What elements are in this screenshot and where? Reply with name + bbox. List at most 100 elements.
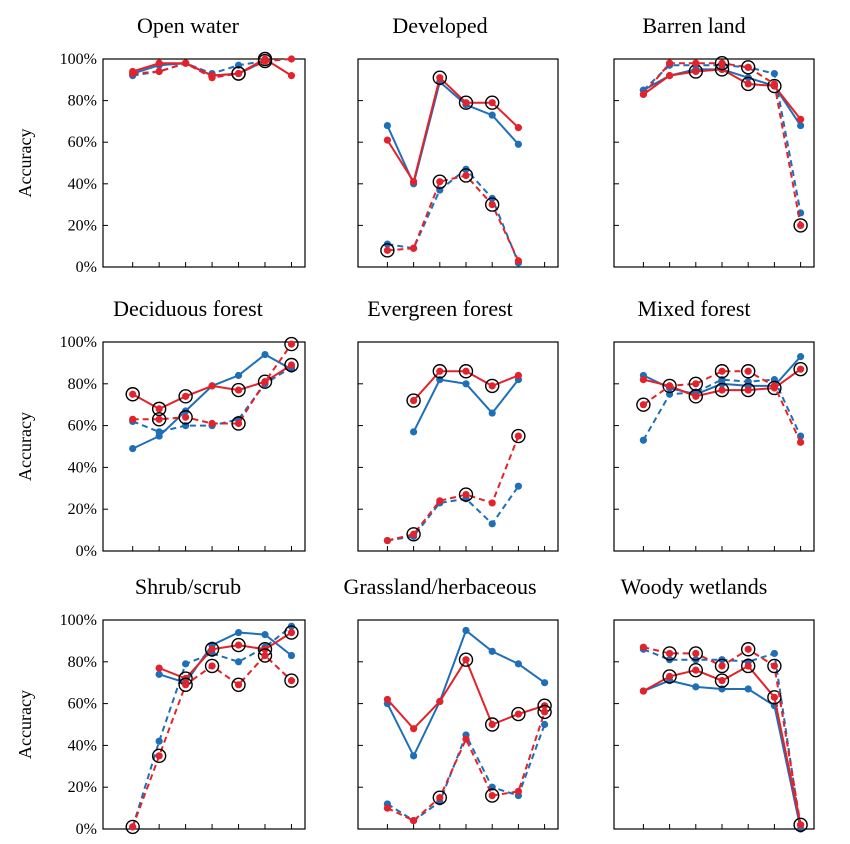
data-point <box>208 662 216 670</box>
data-point <box>514 710 523 718</box>
data-point <box>155 737 163 745</box>
data-point <box>744 685 752 693</box>
series-red-dashed <box>639 642 805 829</box>
data-point <box>462 171 470 180</box>
y-tick-label: 60% <box>68 134 97 151</box>
highlight-ring <box>406 527 421 542</box>
data-point <box>797 121 805 130</box>
y-axis-label: Accuracy <box>15 412 35 481</box>
data-point <box>182 681 190 689</box>
data-point <box>436 74 444 82</box>
highlight-ring <box>741 658 756 674</box>
data-point <box>129 415 137 423</box>
data-point <box>261 631 269 639</box>
y-tick-label: 40% <box>68 737 97 754</box>
data-point <box>261 651 269 660</box>
highlight-ring <box>767 78 782 94</box>
panel-title: Evergreen forest <box>367 296 513 321</box>
data-point <box>514 660 523 668</box>
data-point <box>383 136 391 144</box>
highlight-ring <box>485 378 500 394</box>
data-point <box>514 432 523 440</box>
data-point <box>718 662 726 670</box>
series-red-dashed <box>636 364 805 446</box>
highlight-ring <box>714 658 730 674</box>
panel-title: Woody wetlands <box>621 574 768 599</box>
data-point <box>287 55 296 63</box>
data-point <box>666 382 674 390</box>
highlight-ring <box>714 55 730 71</box>
data-point <box>234 371 243 380</box>
series-red-dashed <box>129 336 299 431</box>
series-blue-dashed <box>639 61 805 217</box>
highlight-ring <box>204 658 220 674</box>
y-tick-label: 0% <box>76 821 97 838</box>
series-line <box>387 167 520 264</box>
highlight-ring <box>151 412 167 427</box>
data-point <box>436 697 444 706</box>
highlight-ring <box>204 642 220 657</box>
data-point <box>182 413 190 421</box>
data-point <box>770 662 779 670</box>
y-tick-label: 80% <box>68 654 97 671</box>
y-tick-label: 100% <box>60 51 97 68</box>
data-point <box>639 436 648 444</box>
data-point <box>462 735 470 743</box>
highlight-ring <box>458 168 474 183</box>
data-point <box>770 382 779 390</box>
data-point <box>514 371 523 380</box>
data-point <box>718 59 726 67</box>
highlight-ring <box>380 243 395 258</box>
data-point <box>234 69 243 78</box>
series-red-dashed <box>639 55 808 233</box>
highlight-ring <box>257 374 273 389</box>
data-point <box>383 695 391 704</box>
series-line <box>158 631 293 680</box>
highlight-ring <box>432 364 447 379</box>
data-point <box>488 520 496 528</box>
series-red-dashed <box>380 168 523 265</box>
highlight-ring <box>178 677 193 692</box>
highlight-ring <box>688 662 703 678</box>
data-point <box>488 647 496 655</box>
highlight-ring <box>793 361 808 377</box>
data-point <box>182 660 190 668</box>
series-blue-solid <box>383 78 523 188</box>
panel-title: Shrub/scrub <box>135 574 241 599</box>
data-point <box>514 124 523 132</box>
data-point <box>155 67 163 76</box>
data-point <box>462 656 470 664</box>
highlight-ring <box>741 60 756 75</box>
data-point <box>488 791 496 800</box>
data-point <box>744 662 752 670</box>
data-point <box>287 628 296 637</box>
panel-title: Grassland/herbaceous <box>343 574 536 599</box>
data-point <box>410 178 418 186</box>
data-point <box>462 626 470 635</box>
data-point <box>639 687 648 695</box>
y-tick-label: 20% <box>68 501 97 518</box>
data-point <box>514 257 523 265</box>
highlight-ring <box>714 382 730 398</box>
data-point <box>410 244 418 252</box>
y-tick-label: 40% <box>68 459 97 476</box>
data-point <box>666 649 674 658</box>
data-point <box>692 380 700 388</box>
data-point <box>797 353 805 361</box>
series-red-solid <box>383 652 552 733</box>
highlight-ring <box>458 652 474 667</box>
data-point <box>666 672 674 681</box>
data-point <box>744 80 752 88</box>
highlight-ring <box>125 819 140 835</box>
highlight-ring <box>284 625 299 640</box>
y-tick-label: 60% <box>68 696 97 713</box>
data-point <box>692 649 700 658</box>
data-point <box>287 361 296 369</box>
panel-3: Barren land <box>613 13 815 268</box>
panel-7: Shrub/scrub 0% 20% 40% 60% 80% 100% Accuracy <box>15 574 306 838</box>
highlight-ring <box>662 646 677 661</box>
data-point <box>718 386 726 394</box>
data-point <box>718 367 726 375</box>
panel-title: Open water <box>137 13 240 38</box>
